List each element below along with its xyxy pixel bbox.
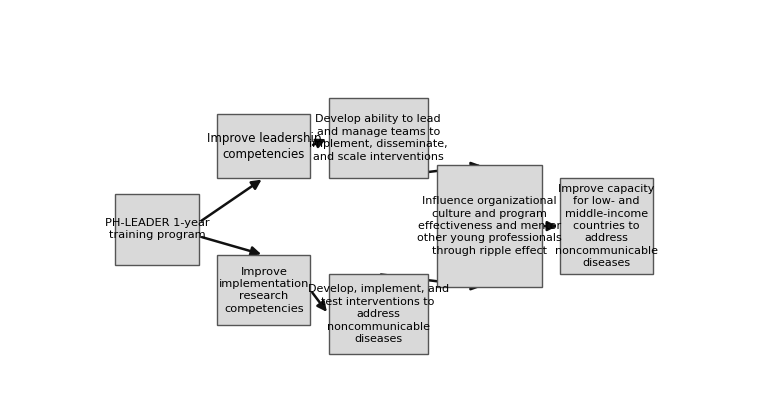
FancyBboxPatch shape <box>328 274 428 354</box>
FancyBboxPatch shape <box>217 255 310 325</box>
FancyBboxPatch shape <box>328 98 428 178</box>
FancyBboxPatch shape <box>560 178 653 274</box>
Text: Improve
implementation
research
competencies: Improve implementation research competen… <box>219 267 309 314</box>
Text: Improve capacity
for low- and
middle-income
countries to
address
noncommunicable: Improve capacity for low- and middle-inc… <box>555 184 658 268</box>
Text: Develop ability to lead
and manage teams to
implement, disseminate,
and scale in: Develop ability to lead and manage teams… <box>309 114 448 161</box>
FancyBboxPatch shape <box>115 194 199 265</box>
Text: Influence organizational
culture and program
effectiveness and mentor
other youn: Influence organizational culture and pro… <box>417 196 562 256</box>
Text: PH-LEADER 1-year
training program: PH-LEADER 1-year training program <box>105 218 210 240</box>
FancyBboxPatch shape <box>437 165 542 287</box>
Text: Develop, implement, and
test interventions to
address
noncommunicable
diseases: Develop, implement, and test interventio… <box>307 285 449 344</box>
Text: Improve leadership
competencies: Improve leadership competencies <box>206 131 321 161</box>
FancyBboxPatch shape <box>217 114 310 178</box>
